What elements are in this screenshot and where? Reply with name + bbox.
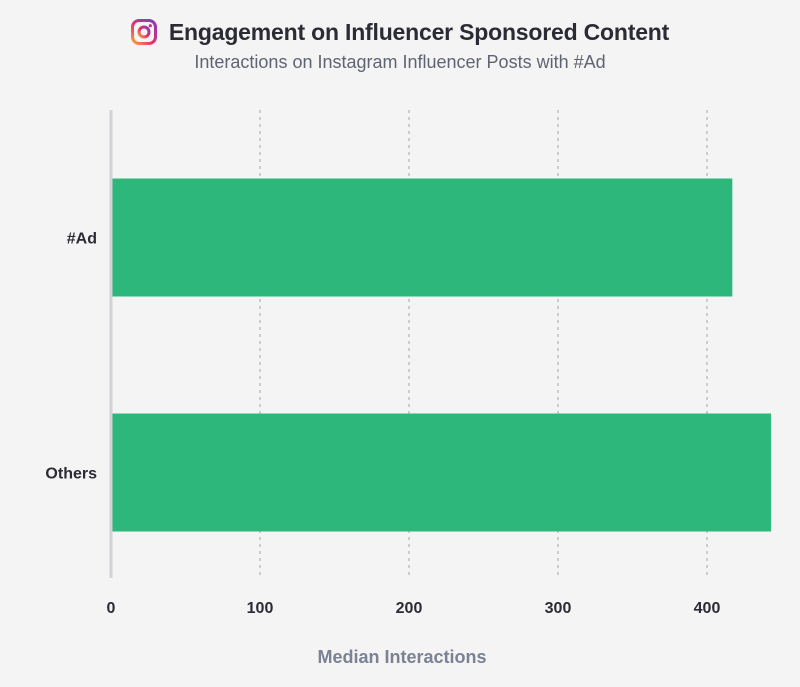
title-row: Engagement on Influencer Sponsored Conte… [0,14,800,50]
x-tick-label-200: 200 [396,600,423,617]
bars [111,178,772,532]
instagram-icon [130,19,157,45]
category-label-0: #Ad [67,231,97,248]
x-tick-label-100: 100 [247,600,274,617]
x-tick-label-300: 300 [545,600,572,617]
category-labels: #Ad Others [45,231,97,483]
category-label-1: Others [45,466,97,483]
bar-1 [111,413,772,532]
x-tick-label-400: 400 [694,600,721,617]
chart-header: Engagement on Influencer Sponsored Conte… [0,14,800,73]
x-axis-title: Median Interactions [317,647,486,667]
chart-title: Engagement on Influencer Sponsored Conte… [168,18,670,45]
x-tick-label-0: 0 [107,600,116,617]
x-tick-labels: 0 100 200 300 400 [107,600,721,617]
chart-subtitle: Interactions on Instagram Influencer Pos… [194,52,606,72]
bar-0 [111,178,733,297]
